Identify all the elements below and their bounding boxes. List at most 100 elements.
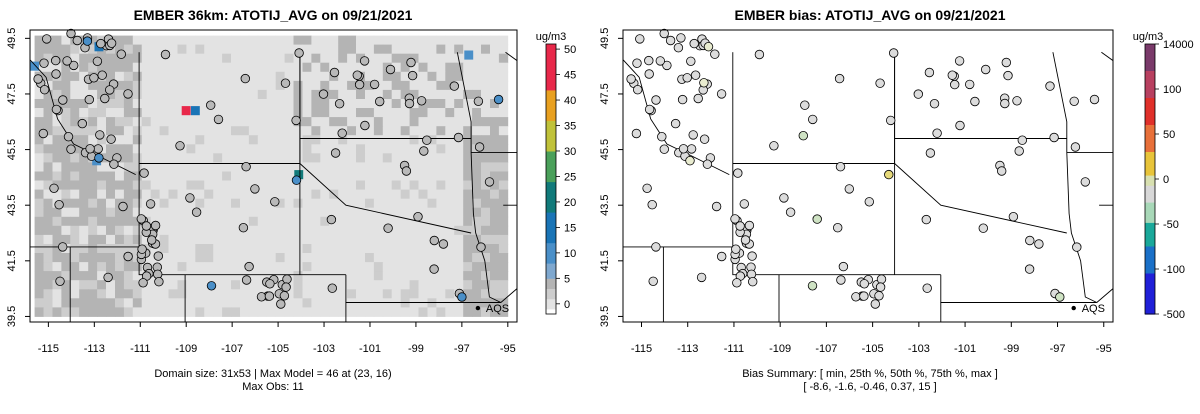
- grid-cell: [61, 207, 71, 218]
- grid-cell: [52, 244, 62, 254]
- grid-cell: [195, 126, 205, 136]
- grid-cell: [141, 108, 151, 118]
- grid-cell: [240, 207, 250, 218]
- grid-cell: [427, 35, 437, 46]
- grid-cell: [97, 198, 107, 209]
- grid-cell: [150, 244, 160, 254]
- colorbar-segment: [1145, 128, 1155, 133]
- obs-point: [686, 144, 697, 154]
- grid-cell: [365, 117, 375, 127]
- grid-cell: [391, 62, 401, 73]
- colorbar-segment: [1145, 152, 1155, 156]
- grid-cell: [481, 53, 491, 64]
- grid-cell: [400, 307, 410, 317]
- grid-cell: [115, 144, 125, 154]
- colorbar-segment: [1145, 74, 1155, 79]
- colorbar-frame: [545, 43, 557, 315]
- grid-cell: [195, 244, 205, 254]
- colorbar-segment: [546, 125, 556, 132]
- obs-point: [55, 276, 65, 287]
- grid-cell: [106, 89, 116, 100]
- obs-point: [97, 70, 107, 80]
- grid-cell: [240, 62, 250, 73]
- grid-cell: [61, 298, 71, 308]
- grid-cell: [356, 253, 366, 263]
- grid-cell: [168, 253, 178, 263]
- colorbar-tick-label: 30: [564, 146, 576, 158]
- colorbar-segment: [1145, 108, 1155, 113]
- grid-cell: [240, 171, 250, 181]
- grid-cell: [123, 271, 134, 281]
- grid-cell: [391, 234, 401, 245]
- grid-cell: [106, 171, 116, 181]
- grid-cell: [150, 53, 160, 64]
- grid-cell: [177, 62, 187, 73]
- grid-cell: [498, 271, 509, 281]
- grid-cell: [481, 153, 491, 163]
- state-border-line: [505, 51, 517, 61]
- grid-cell: [231, 216, 241, 227]
- grid-cell: [347, 180, 357, 190]
- grid-cell: [454, 280, 464, 290]
- colorbar-segment: [1145, 253, 1155, 258]
- grid-cell: [284, 126, 294, 136]
- grid-cell: [61, 35, 71, 46]
- grid-cell: [88, 108, 98, 118]
- grid-cell: [490, 189, 500, 200]
- colorbar-tick-label: 50: [564, 44, 576, 56]
- grid-cell: [436, 298, 446, 308]
- grid-cell: [356, 262, 366, 272]
- grid-cell: [204, 153, 214, 163]
- grid-cell: [150, 135, 160, 145]
- bias-chart-title: EMBER bias: ATOTIJ_AVG on 09/21/2021: [734, 7, 1005, 23]
- grid-cell: [391, 298, 401, 308]
- grid-cell: [248, 225, 259, 236]
- grid-cell: [311, 162, 321, 172]
- colorbar-segment: [1145, 185, 1155, 190]
- grid-cell: [141, 289, 151, 299]
- grid-cell: [248, 108, 259, 118]
- grid-cell: [186, 53, 196, 64]
- colorbar-segment: [1145, 165, 1155, 170]
- grid-cell: [302, 216, 312, 227]
- obs-point: [834, 73, 845, 84]
- grid-cell: [43, 180, 53, 190]
- grid-cell: [472, 80, 482, 91]
- grid-cell: [284, 99, 294, 109]
- grid-cell: [177, 253, 187, 263]
- obs-point: [808, 114, 818, 125]
- obs-point: [659, 28, 669, 39]
- grid-cell: [347, 126, 357, 136]
- grid-cell: [400, 35, 410, 46]
- obs-point: [474, 142, 485, 152]
- colorbar-segment: [1145, 138, 1155, 143]
- grid-cell: [382, 289, 393, 299]
- grid-cell: [186, 225, 196, 236]
- grid-cell: [373, 216, 384, 227]
- grid-cell: [266, 108, 276, 118]
- grid-cell: [168, 307, 178, 317]
- obs-point: [716, 89, 727, 99]
- grid-cell: [123, 153, 134, 163]
- grid-cell: [382, 117, 393, 127]
- colorbar-segment: [1145, 94, 1155, 99]
- grid-cell: [240, 153, 250, 163]
- grid-cell: [141, 144, 151, 154]
- grid-cell: [34, 271, 44, 281]
- grid-cell: [347, 99, 357, 109]
- grid-cell: [177, 162, 187, 172]
- grid-cell: [427, 289, 437, 299]
- y-tick-label: 39.5: [599, 306, 611, 327]
- grid-cell: [329, 225, 339, 236]
- grid-cell: [79, 62, 89, 73]
- y-tick-label: 45.5: [599, 139, 611, 160]
- grid-cell: [88, 80, 98, 91]
- obs-point: [670, 118, 681, 129]
- grid-cell: [159, 189, 169, 200]
- obs-point: [733, 168, 743, 178]
- grid-cell: [106, 71, 116, 82]
- grid-cell: [275, 144, 285, 154]
- grid-cell: [88, 225, 98, 236]
- grid-cell: [213, 135, 223, 145]
- grid-cell: [391, 225, 401, 236]
